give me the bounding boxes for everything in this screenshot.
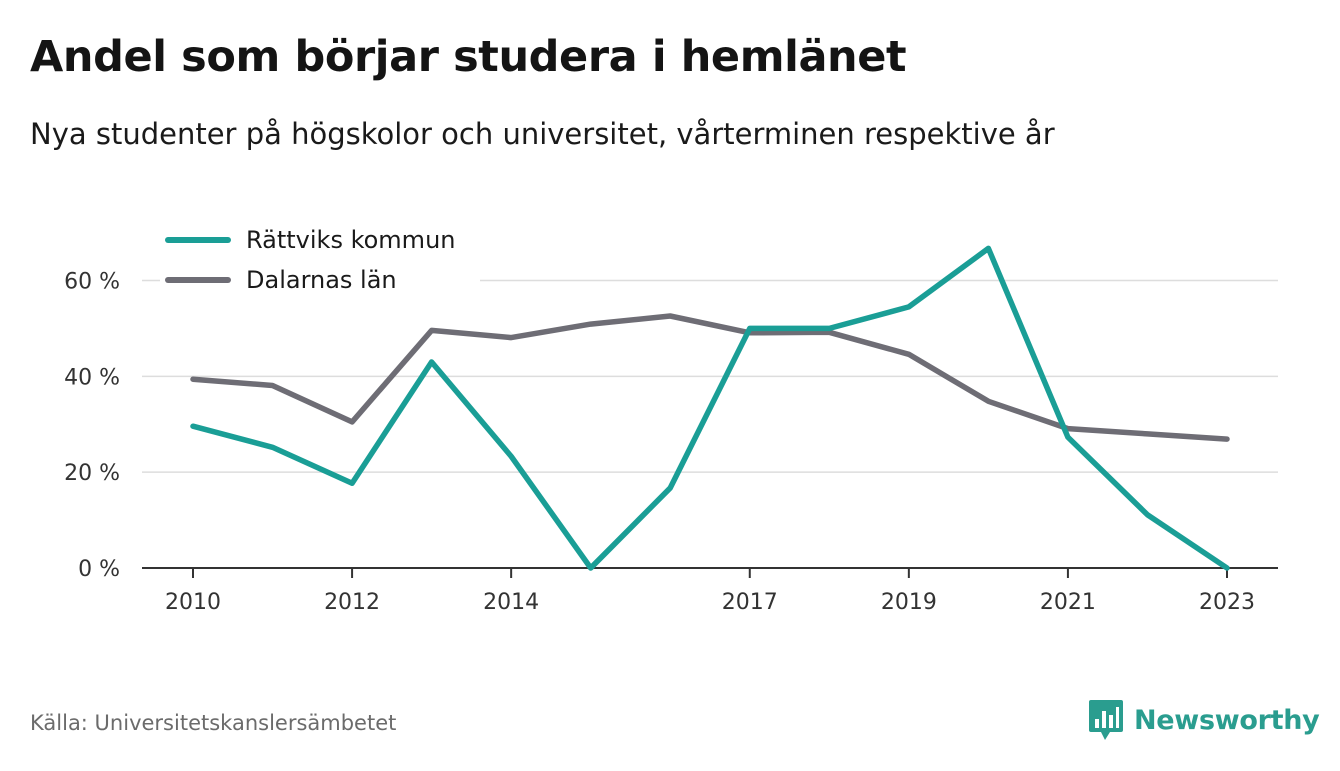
legend-label: Rättviks kommun	[246, 226, 455, 254]
x-tick-label: 2012	[324, 590, 380, 615]
x-tick-label: 2010	[165, 590, 221, 615]
axes: 0 % 20 % 40 % 60 % 2010 2012 2014 2017 2019 2021 2…	[64, 270, 1278, 615]
bar-chart-speech-bubble-icon	[1089, 700, 1123, 740]
y-tick-label: 60 %	[64, 270, 120, 295]
brand-logo: Newsworthy	[1088, 698, 1320, 742]
x-tick-label: 2017	[722, 590, 778, 615]
legend-label: Dalarnas län	[246, 266, 397, 294]
source-note: Källa: Universitetskanslersämbetet	[30, 711, 397, 735]
x-tick-label: 2023	[1199, 590, 1255, 615]
x-tick-label: 2014	[483, 590, 539, 615]
series-line-dalarnas-lan	[190, 313, 1230, 442]
y-tick-label: 0 %	[78, 557, 120, 582]
y-tick-label: 40 %	[64, 365, 120, 390]
brand-name: Newsworthy	[1134, 704, 1320, 736]
chart-subtitle: Nya studenter på högskolor och universit…	[30, 117, 1055, 151]
x-tick-label: 2019	[881, 590, 937, 615]
y-tick-label: 20 %	[64, 461, 120, 486]
x-tick-label: 2021	[1040, 590, 1096, 615]
gridlines	[142, 279, 1278, 473]
chart-title: Andel som börjar studera i hemlänet	[30, 32, 907, 82]
legend: Rättviks kommun Dalarnas län	[160, 224, 480, 300]
legend-background	[160, 224, 480, 300]
series-lines	[190, 245, 1230, 571]
series-line-rattviks-kommun	[190, 245, 1230, 571]
